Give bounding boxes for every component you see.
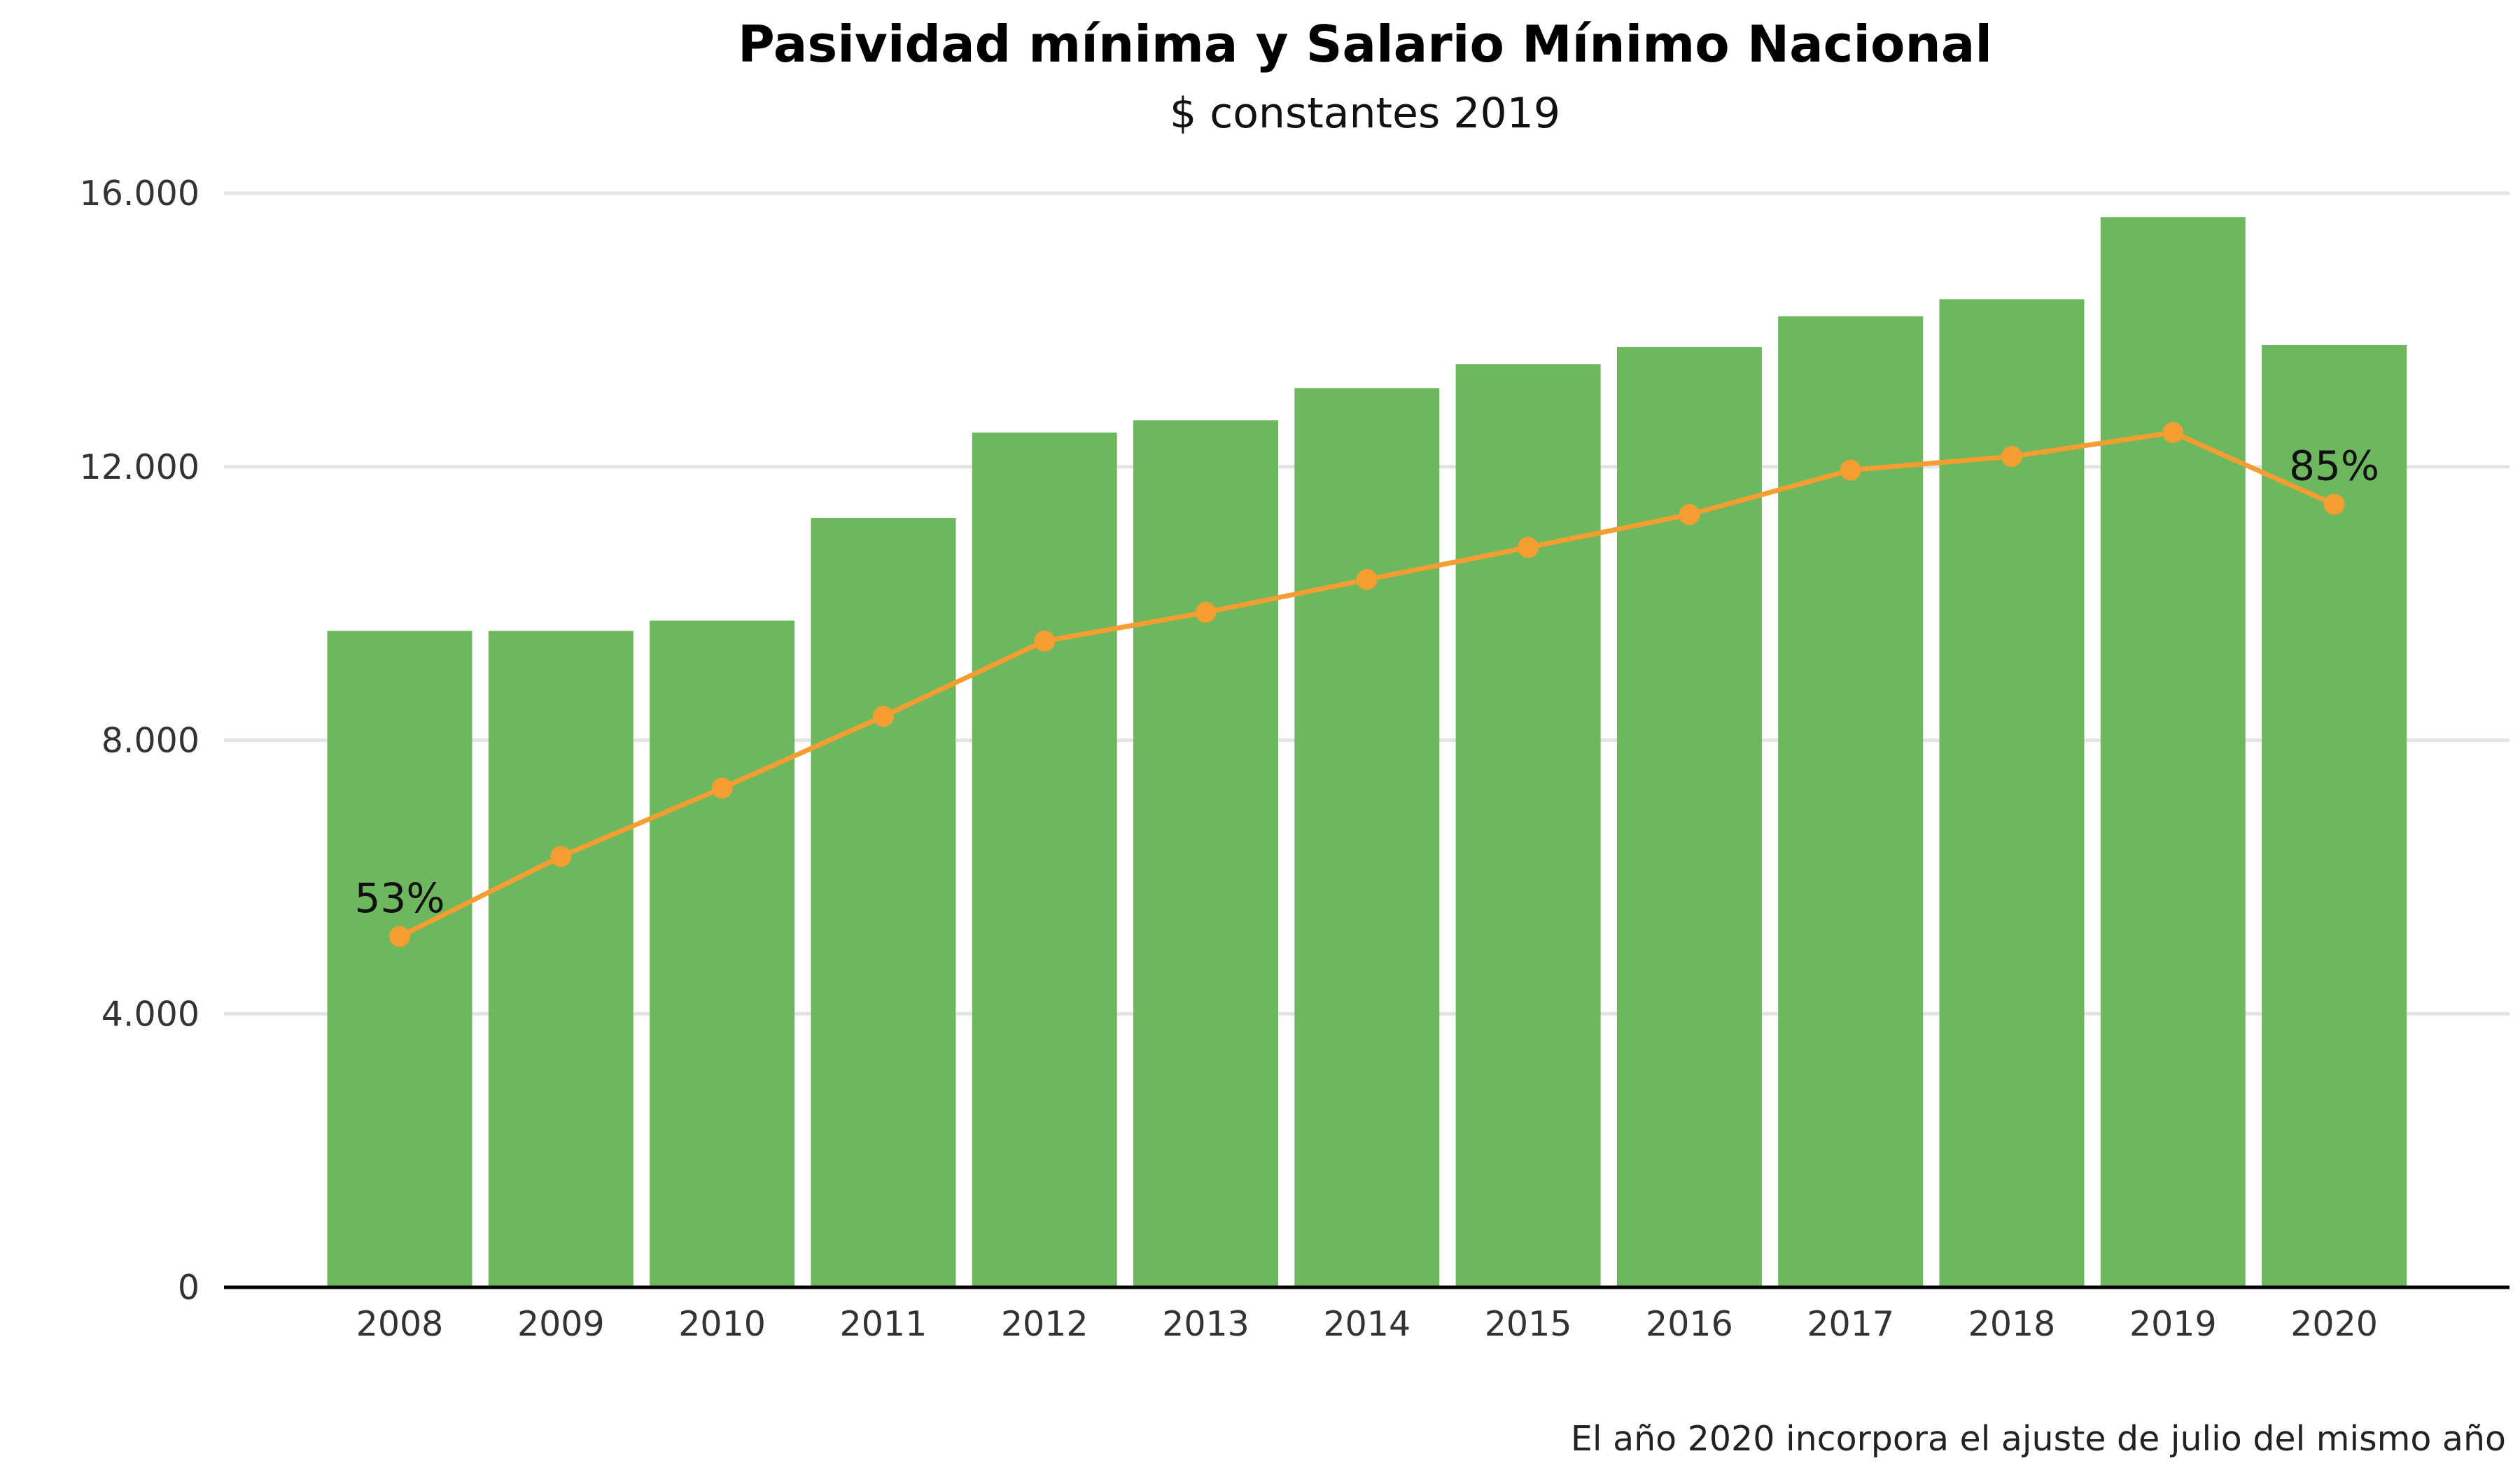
line-point: [1518, 537, 1539, 559]
line-point: [1034, 630, 1056, 652]
data-label: 53%: [355, 874, 445, 922]
data-annotations: 53% 85%: [355, 442, 2380, 921]
y-tick-label: 4.000: [102, 994, 200, 1034]
bar: [811, 518, 956, 1287]
x-tick-label: 2010: [678, 1304, 766, 1344]
y-tick-label: 0: [178, 1268, 200, 1308]
bar-series: [327, 217, 2407, 1288]
line-series: [389, 421, 2345, 947]
bar: [972, 432, 1117, 1287]
y-axis-ticks: 0 4.000 8.000 12.000 16.000: [80, 174, 200, 1308]
data-label: 85%: [2289, 442, 2379, 489]
line-point: [1840, 459, 1861, 481]
bar: [1294, 388, 1440, 1287]
bar: [1616, 346, 1762, 1287]
x-axis-ticks: 2008 2009 2010 2011 2012 2013 2014 2015 2016 2017…: [356, 1304, 2378, 1344]
line-point: [1679, 504, 1700, 526]
chart-subtitle: $ constantes 2019: [1170, 89, 1560, 138]
line-point: [1195, 601, 1217, 623]
bar: [1455, 364, 1601, 1287]
x-tick-label: 2014: [1323, 1304, 1410, 1344]
bar: [1133, 420, 1278, 1287]
x-tick-label: 2008: [356, 1304, 444, 1344]
line-point: [550, 846, 572, 867]
y-tick-label: 16.000: [80, 174, 200, 214]
chart-caption: El año 2020 incorpora el ajuste de julio…: [1571, 1419, 2506, 1459]
x-tick-label: 2009: [517, 1304, 605, 1344]
line-point: [2001, 446, 2022, 468]
y-tick-label: 12.000: [80, 447, 200, 487]
x-tick-label: 2012: [1001, 1304, 1088, 1344]
x-tick-label: 2016: [1646, 1304, 1733, 1344]
x-tick-label: 2018: [1968, 1304, 2056, 1344]
bar: [650, 620, 795, 1287]
line-point: [2162, 421, 2184, 443]
x-tick-label: 2020: [2290, 1304, 2378, 1344]
line-point: [2323, 493, 2345, 515]
line-point: [389, 925, 410, 947]
chart-title: Pasividad mínima y Salario Mínimo Nacion…: [738, 15, 1992, 74]
bar: [327, 631, 472, 1287]
x-tick-label: 2015: [1485, 1304, 1572, 1344]
line-point: [1356, 568, 1378, 590]
line-point: [872, 706, 894, 727]
y-tick-label: 8.000: [102, 721, 200, 761]
bar: [488, 631, 634, 1287]
line-point: [711, 777, 733, 799]
x-tick-label: 2017: [1807, 1304, 1894, 1344]
bar: [2100, 217, 2246, 1287]
x-tick-label: 2011: [840, 1304, 927, 1344]
x-tick-label: 2013: [1162, 1304, 1250, 1344]
x-tick-label: 2019: [2129, 1304, 2217, 1344]
